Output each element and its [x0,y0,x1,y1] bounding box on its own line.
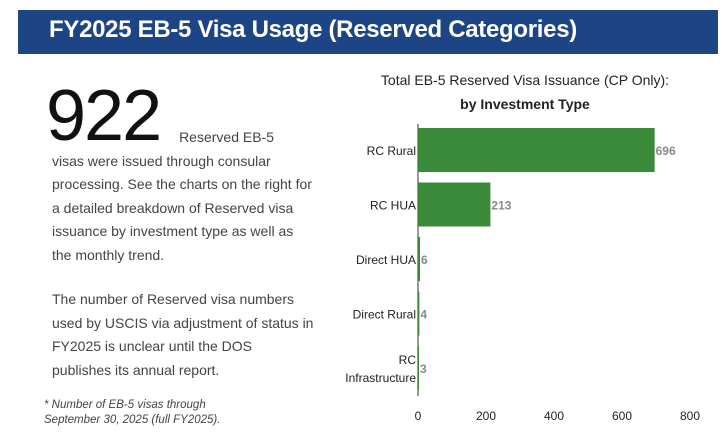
chart-data-label: 696 [656,144,676,158]
summary-paragraph: Reserved EB-5 visas were issued through … [52,126,314,267]
chart-subtitle: by Investment Type [460,96,590,112]
chart-category-label: RC Rural [367,144,416,158]
footnote-line2: September 30, 2025 (full FY2025). [44,414,221,426]
investment-type-bar-chart: Total EB-5 Reserved Visa Issuance (CP On… [345,72,700,423]
chart-bar [418,237,421,281]
visa-count-number: 922 [46,76,162,156]
chart-data-label: 3 [420,362,427,376]
chart-bar [418,291,420,336]
chart-bar [418,346,420,390]
adjustment-paragraph: The number of Reserved visa numbers used… [52,291,314,378]
chart-title: Total EB-5 Reserved Visa Issuance (CP On… [381,72,669,88]
chart-x-tick-label: 600 [612,409,632,423]
chart-category-label: Infrastructure [345,371,416,385]
chart-bar [418,182,491,227]
summary-text-line1: Reserved EB-5 [179,129,274,145]
footnote-line1: * Number of EB-5 visas through [44,399,206,411]
chart-data-label: 213 [491,199,511,213]
footnote: * Number of EB-5 visas through September… [44,398,284,428]
chart-x-tick-label: 800 [680,409,700,423]
summary-text-rest: visas were issued through consular proce… [52,152,312,263]
chart-x-tick-label: 0 [415,409,422,423]
page-header: FY2025 EB-5 Visa Usage (Reserved Categor… [18,10,718,54]
chart-bar [418,128,655,172]
chart-x-tick-label: 200 [476,409,496,423]
chart-data-label: 6 [421,253,428,267]
chart-category-label: Direct HUA [356,253,416,267]
chart-data-label: 4 [420,308,427,322]
chart-marks: 696 RC Rural 213 RC HUA 6 Direct HUA 4 Direct R… [345,128,700,423]
page-title: FY2025 EB-5 Visa Usage (Reserved Categor… [49,16,577,43]
chart-category-label: Direct Rural [353,308,416,322]
chart-category-label: RC [399,353,417,367]
chart-x-tick-label: 400 [544,409,564,423]
chart-category-label: RC HUA [370,199,416,213]
